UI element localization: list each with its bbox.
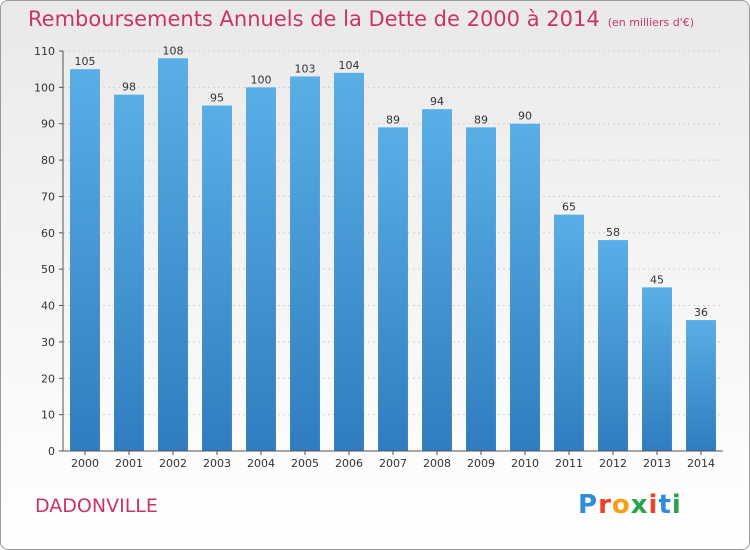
x-tick-label: 2011 (555, 457, 583, 470)
bar (202, 105, 232, 451)
x-tick-label: 2002 (159, 457, 187, 470)
y-tick-label: 80 (41, 154, 55, 167)
bar-value-label: 103 (295, 62, 316, 75)
bar (158, 58, 188, 451)
x-tick-label: 2014 (687, 457, 715, 470)
bar (422, 109, 452, 451)
commune-name: DADONVILLE (35, 495, 158, 517)
bar-value-label: 94 (430, 95, 444, 108)
labels-layer: 105 98 108 95 100 103 104 89 94 89 90 65 58 45 36 (75, 44, 709, 319)
bar-value-label: 104 (339, 59, 360, 72)
logo-letter: x (630, 490, 649, 520)
x-tick-label: 2004 (247, 457, 275, 470)
proxiti-logo: Proxiti (578, 490, 682, 520)
y-tick-label: 100 (34, 81, 55, 94)
y-tick-label: 0 (48, 445, 55, 458)
y-tick-label: 10 (41, 409, 55, 422)
bar-value-label: 95 (210, 92, 224, 105)
bar-value-label: 100 (251, 73, 272, 86)
bar (290, 76, 320, 452)
y-tick-label: 70 (41, 190, 55, 203)
bars-layer (70, 58, 716, 452)
x-tick-label: 2007 (379, 457, 407, 470)
y-tick-label: 50 (41, 263, 55, 276)
bar-value-label: 90 (518, 110, 532, 123)
x-tick-label: 2009 (467, 457, 495, 470)
axis-layer: 0 10 20 30 40 50 60 70 80 90 100 110 2000 2001 2002 200… (34, 45, 723, 470)
logo-letter: o (611, 490, 631, 520)
logo-letter: i (671, 490, 682, 520)
x-tick-label: 2005 (291, 457, 319, 470)
logo-letter: r (598, 490, 612, 520)
bar (686, 320, 716, 451)
bar (510, 123, 540, 452)
bar-value-label: 58 (606, 226, 620, 239)
x-tick-label: 2010 (511, 457, 539, 470)
bar (598, 240, 628, 451)
bar-value-label: 65 (562, 201, 576, 214)
bar-value-label: 108 (163, 44, 184, 57)
logo-letter: i (648, 490, 659, 520)
x-tick-label: 2013 (643, 457, 671, 470)
bar (642, 287, 672, 451)
bar (114, 94, 144, 452)
bar-value-label: 98 (122, 81, 136, 94)
y-tick-label: 90 (41, 118, 55, 131)
chart-title: Remboursements Annuels de la Dette de 20… (28, 7, 694, 31)
bar-value-label: 36 (694, 306, 708, 319)
bar (246, 87, 276, 451)
bar-value-label: 45 (650, 273, 664, 286)
y-tick-label: 30 (41, 336, 55, 349)
bar-value-label: 89 (386, 113, 400, 126)
y-tick-label: 60 (41, 227, 55, 240)
x-tick-label: 2012 (599, 457, 627, 470)
bar (554, 214, 584, 451)
x-tick-label: 2000 (71, 457, 99, 470)
x-tick-label: 2008 (423, 457, 451, 470)
chart-title-text: Remboursements Annuels de la Dette de 20… (28, 7, 600, 31)
bar-value-label: 105 (75, 55, 96, 68)
y-tick-label: 20 (41, 372, 55, 385)
bar-value-label: 89 (474, 113, 488, 126)
chart-subtitle: (en milliers d'€) (607, 16, 694, 29)
logo-letter: t (658, 490, 672, 520)
bar (466, 127, 496, 451)
x-tick-label: 2003 (203, 457, 231, 470)
bar (334, 72, 364, 452)
x-tick-label: 2006 (335, 457, 363, 470)
y-tick-label: 40 (41, 300, 55, 313)
logo-letter: P (578, 490, 599, 520)
y-tick-label: 110 (34, 45, 55, 58)
bar (70, 69, 100, 451)
bar (378, 127, 408, 451)
x-tick-label: 2001 (115, 457, 143, 470)
